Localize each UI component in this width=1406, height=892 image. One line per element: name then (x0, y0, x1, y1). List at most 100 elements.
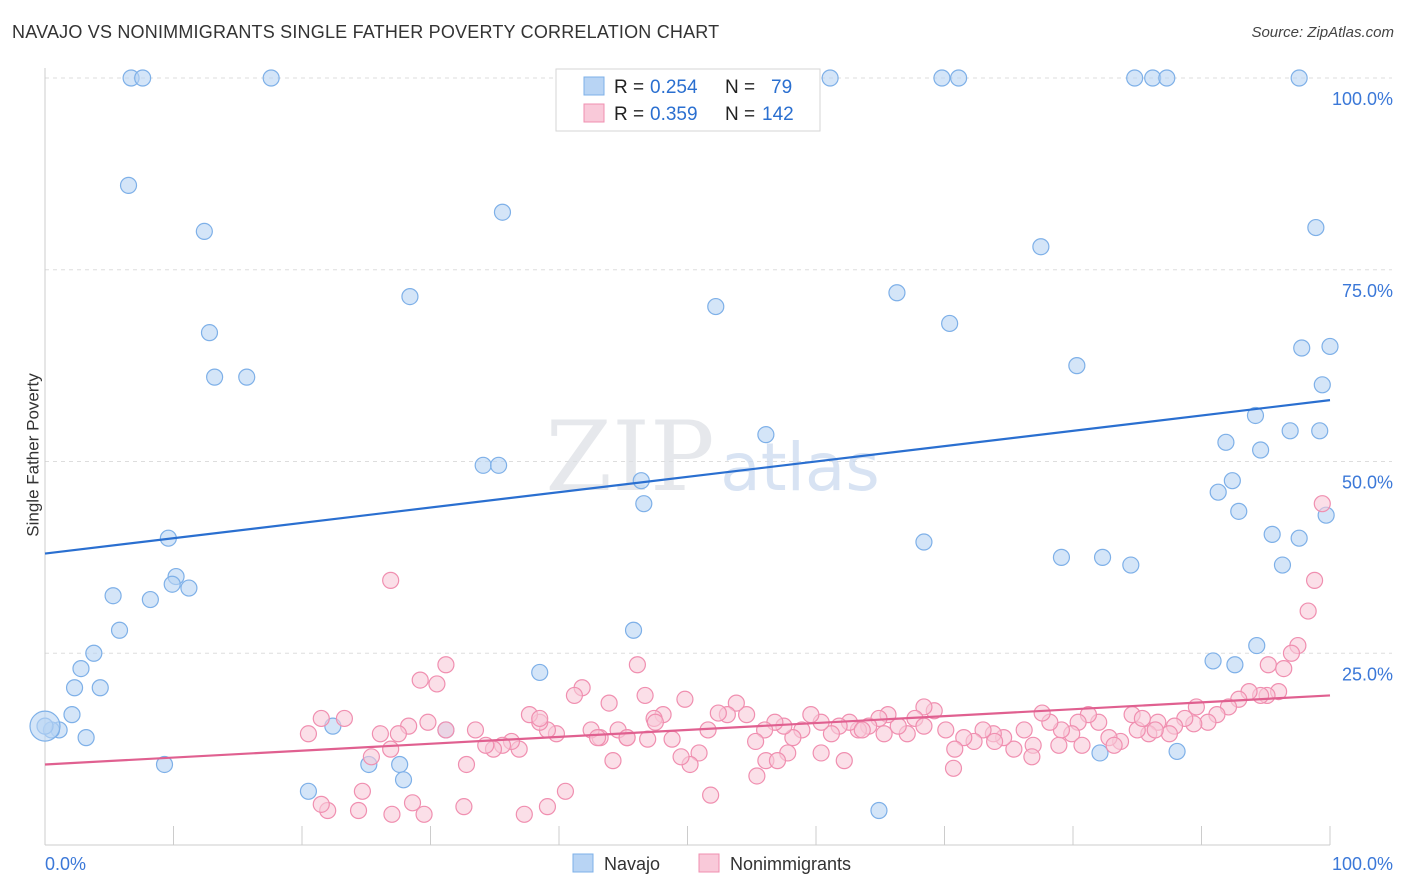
point-nonimmigrants (944, 759, 963, 777)
point-navajo (195, 222, 213, 240)
point-navajo (1263, 525, 1281, 543)
point-navajo (950, 69, 968, 87)
point-navajo (941, 314, 959, 333)
point-nonimmigrants (875, 725, 893, 743)
point-navajo (1246, 406, 1265, 425)
stats-swatch-navajo (583, 76, 605, 96)
y-tick-label: 100.0% (1332, 89, 1393, 109)
point-navajo (1293, 339, 1311, 357)
point-navajo (77, 729, 95, 747)
point-nonimmigrants (353, 782, 371, 800)
y-tick-label: 25.0% (1342, 664, 1393, 684)
point-navajo (1311, 422, 1329, 440)
x-tick-label: 100.0% (1332, 854, 1393, 874)
point-nonimmigrants (382, 571, 400, 589)
point-nonimmigrants (515, 805, 533, 823)
point-nonimmigrants (915, 698, 933, 716)
stats-n-value-navajo: 79 (771, 77, 792, 98)
point-nonimmigrants (403, 794, 422, 812)
point-navajo (1248, 636, 1266, 655)
point-navajo (933, 69, 951, 87)
point-navajo (870, 801, 888, 820)
point-nonimmigrants (299, 725, 318, 743)
point-navajo (1307, 218, 1325, 237)
point-navajo (1168, 742, 1186, 761)
point-navajo (72, 659, 90, 678)
legend: Navajo Nonimmigrants (572, 853, 851, 874)
point-nonimmigrants (646, 713, 664, 731)
point-navajo (134, 69, 152, 87)
point-navajo (401, 287, 419, 306)
point-navajo (299, 782, 318, 800)
point-nonimmigrants (853, 721, 871, 739)
source-credit: Source: ZipAtlas.com (1251, 24, 1394, 41)
point-nonimmigrants (955, 729, 973, 747)
point-navajo (757, 426, 775, 444)
point-nonimmigrants (1275, 659, 1293, 678)
point-nonimmigrants (604, 752, 622, 770)
point-nonimmigrants (628, 656, 646, 674)
point-navajo (1093, 548, 1112, 566)
point-navajo (1217, 433, 1235, 451)
point-navajo (394, 771, 413, 789)
point-nonimmigrants (437, 656, 455, 674)
point-nonimmigrants (676, 690, 694, 708)
point-navajo (262, 69, 280, 87)
point-nonimmigrants (312, 795, 330, 813)
point-navajo (635, 495, 653, 513)
point-navajo (63, 706, 81, 724)
x-tick-label: 0.0% (45, 854, 86, 874)
point-navajo (119, 176, 138, 194)
point-nonimmigrants (802, 706, 820, 724)
point-nonimmigrants (389, 725, 407, 743)
point-nonimmigrants (362, 748, 380, 766)
point-navajo (206, 368, 224, 386)
point-navajo (391, 755, 409, 774)
point-navajo (1091, 744, 1109, 762)
point-nonimmigrants (822, 725, 841, 743)
point-nonimmigrants (419, 713, 437, 731)
legend-swatch-navajo (572, 853, 594, 873)
point-navajo (1122, 556, 1140, 574)
trend-line-navajo (44, 399, 1331, 555)
point-nonimmigrants (531, 709, 549, 728)
point-nonimmigrants (835, 752, 853, 770)
point-navajo (1052, 548, 1071, 566)
point-navajo (141, 590, 159, 609)
stats-r-label-nonimmigrants: R = (614, 104, 644, 125)
legend-swatch-nonimmigrants (698, 853, 720, 873)
point-nonimmigrants (437, 721, 455, 739)
stats-box: R = 0.254 N = 79 R = 0.359 N = 142 (555, 68, 821, 132)
data-points (29, 69, 1339, 823)
point-nonimmigrants (1105, 736, 1123, 754)
point-nonimmigrants (727, 694, 745, 712)
point-nonimmigrants (312, 709, 330, 728)
point-navajo (238, 368, 256, 386)
point-nonimmigrants (663, 730, 681, 748)
point-navajo (1158, 69, 1176, 87)
point-nonimmigrants (1073, 736, 1091, 754)
point-navajo (110, 621, 129, 639)
point-nonimmigrants (1133, 709, 1151, 728)
point-nonimmigrants (974, 721, 992, 739)
point-nonimmigrants (415, 805, 433, 823)
point-navajo (1321, 337, 1339, 356)
point-nonimmigrants (382, 740, 400, 758)
point-nonimmigrants (937, 721, 955, 739)
point-navajo (1209, 483, 1227, 501)
point-navajo (1226, 656, 1244, 674)
point-navajo (1313, 376, 1331, 394)
point-nonimmigrants (986, 732, 1004, 751)
point-navajo (155, 755, 174, 774)
point-nonimmigrants (1023, 748, 1041, 766)
point-nonimmigrants (1313, 495, 1331, 513)
trend-line-nonimmigrants (44, 694, 1331, 766)
point-navajo (1230, 502, 1248, 520)
point-nonimmigrants (556, 782, 575, 800)
gridlines (45, 77, 1392, 654)
point-nonimmigrants (784, 729, 802, 747)
point-nonimmigrants (411, 671, 429, 689)
point-navajo (821, 69, 839, 87)
stats-r-value-nonimmigrants: 0.359 (650, 104, 698, 125)
